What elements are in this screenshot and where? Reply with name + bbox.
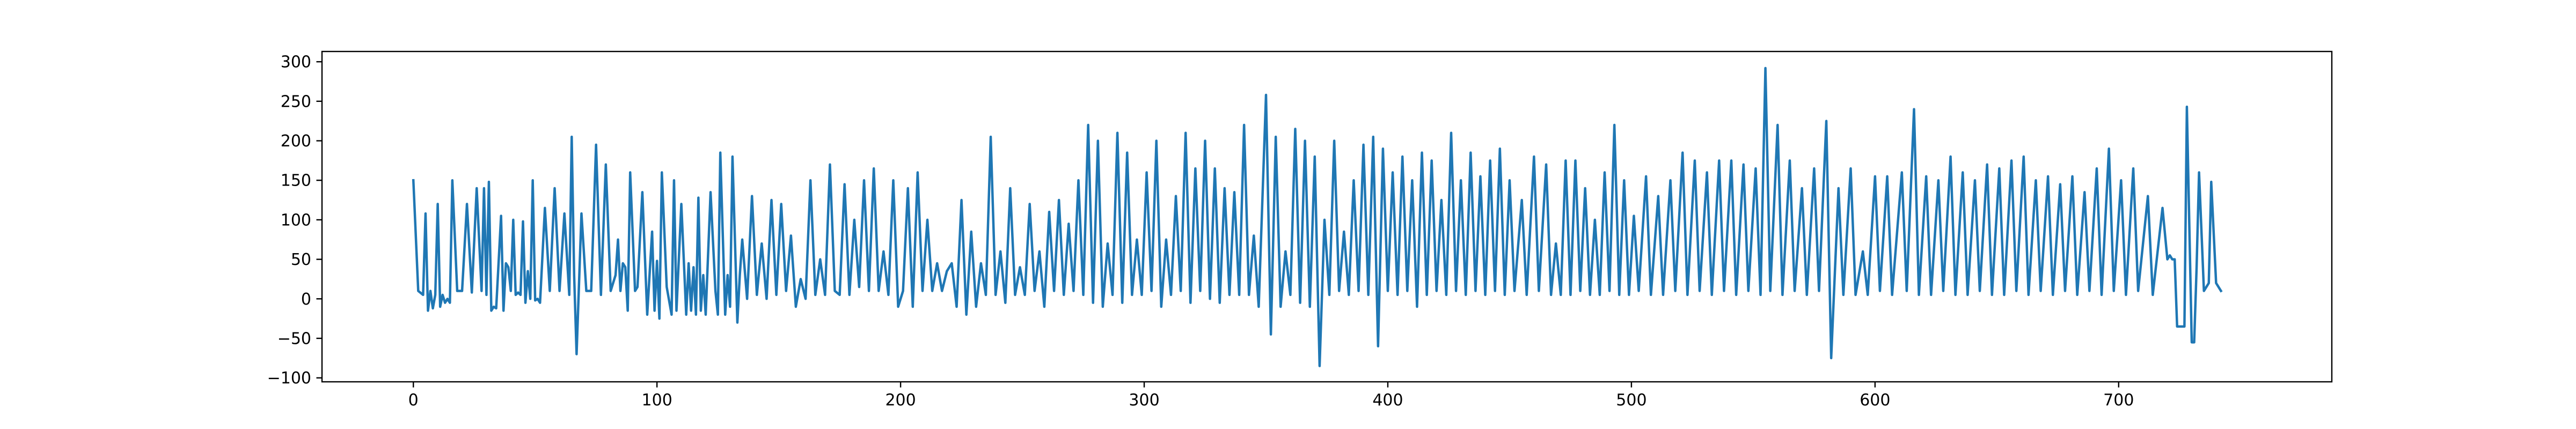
y-tick-label: 250 <box>281 92 311 111</box>
x-tick-label: 0 <box>408 391 419 410</box>
axes-frame <box>321 50 2333 383</box>
y-tick-label: 50 <box>291 250 311 269</box>
y-tick-label: 200 <box>281 132 311 151</box>
y-tick-label: 100 <box>281 211 311 230</box>
x-tick-label: 700 <box>2103 391 2134 410</box>
x-tick-label: 500 <box>1616 391 1646 410</box>
y-tick-label: 0 <box>301 290 311 309</box>
series-line-0 <box>412 66 2223 367</box>
y-tick-label: 300 <box>281 53 311 72</box>
x-tick-label: 300 <box>1129 391 1159 410</box>
plot-area <box>412 66 2223 367</box>
x-tick-label: 200 <box>885 391 916 410</box>
x-tick-label: 100 <box>642 391 672 410</box>
y-tick-label: −50 <box>277 329 311 348</box>
y-tick-label: −100 <box>267 369 311 388</box>
x-tick-label: 400 <box>1372 391 1403 410</box>
axes: 0 100 200 300 400 500 600 700 −100 −50 0 50 100 150 20… <box>267 50 2333 410</box>
x-tick-label: 600 <box>1860 391 1890 410</box>
y-tick-label: 150 <box>281 172 311 190</box>
